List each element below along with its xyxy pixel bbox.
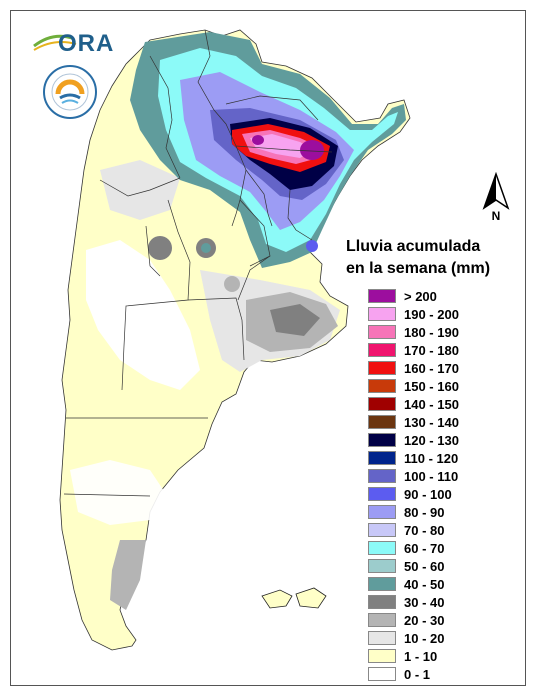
- legend-swatch: [368, 649, 396, 663]
- rain-spot-center-teal: [201, 243, 211, 253]
- legend-title: Lluvia acumulada en la semana (mm): [346, 236, 516, 280]
- legend-item: 140 - 150: [368, 396, 518, 414]
- rain-zone-30-40-east: [270, 304, 320, 336]
- legend-swatch: [368, 397, 396, 411]
- legend-swatch: [368, 595, 396, 609]
- ora-logo: [32, 26, 112, 56]
- legend-swatch: [368, 415, 396, 429]
- legend-swatch: [368, 307, 396, 321]
- legend-label: 100 - 110: [404, 469, 459, 484]
- legend-label: 70 - 80: [404, 523, 445, 538]
- legend-item: 100 - 110: [368, 468, 518, 486]
- legend-label: > 200: [404, 289, 437, 304]
- rain-zone-south-grey: [110, 540, 146, 610]
- legend-swatch: [368, 325, 396, 339]
- legend-item: > 200: [368, 288, 518, 306]
- north-arrow-icon: N: [482, 172, 510, 222]
- legend-item: 130 - 140: [368, 414, 518, 432]
- legend-swatch: [368, 433, 396, 447]
- legend-item: 150 - 160: [368, 378, 518, 396]
- legend-item: 120 - 130: [368, 432, 518, 450]
- legend-label: 180 - 190: [404, 325, 459, 340]
- legend-swatch: [368, 487, 396, 501]
- legend-item: 80 - 90: [368, 504, 518, 522]
- legend-swatch: [368, 541, 396, 555]
- legend-swatch: [368, 523, 396, 537]
- rain-spot-east-blue: [306, 240, 318, 252]
- legend-swatch: [368, 667, 396, 681]
- legend-item: 180 - 190: [368, 324, 518, 342]
- legend-label: 160 - 170: [404, 361, 459, 376]
- legend-item: 40 - 50: [368, 576, 518, 594]
- legend-label: 50 - 60: [404, 559, 445, 574]
- north-label: N: [492, 209, 501, 222]
- legend-label: 60 - 70: [404, 541, 445, 556]
- legend-label: 0 - 1: [404, 667, 431, 682]
- smn-seal: [42, 64, 98, 120]
- legend-item: 30 - 40: [368, 594, 518, 612]
- legend-label: 130 - 140: [404, 415, 459, 430]
- legend-item: 170 - 180: [368, 342, 518, 360]
- legend-swatch: [368, 451, 396, 465]
- legend-swatch: [368, 577, 396, 591]
- legend-label: 150 - 160: [404, 379, 459, 394]
- rain-zone-190-200-core: [250, 134, 314, 158]
- rain-zone-0-1-west: [86, 240, 200, 390]
- legend-label: 1 - 10: [404, 649, 438, 664]
- legend-swatch: [368, 289, 396, 303]
- legend-swatch: [368, 631, 396, 645]
- legend-item: 10 - 20: [368, 630, 518, 648]
- ora-logo-text: ORA: [58, 30, 115, 57]
- ora-swoosh-icon: [33, 34, 77, 51]
- legend-title-line1: Lluvia acumulada: [346, 238, 481, 255]
- legend-item: 1 - 10: [368, 648, 518, 666]
- legend-label: 170 - 180: [404, 343, 459, 358]
- legend-swatch: [368, 469, 396, 483]
- legend-label: 30 - 40: [404, 595, 445, 610]
- legend-item: 190 - 200: [368, 306, 518, 324]
- legend: > 200 190 - 200 180 - 190 170 - 180 160 - 17…: [368, 288, 518, 684]
- legend-item: 160 - 170: [368, 360, 518, 378]
- legend-swatch: [368, 361, 396, 375]
- province-borders: [63, 29, 333, 497]
- rain-zone-gt200-core: [300, 140, 324, 160]
- legend-label: 120 - 130: [404, 433, 459, 448]
- legend-label: 10 - 20: [404, 631, 445, 646]
- legend-item: 110 - 120: [368, 450, 518, 468]
- rain-zone-0-1-south: [70, 460, 170, 525]
- legend-label: 110 - 120: [404, 451, 459, 466]
- legend-item: 70 - 80: [368, 522, 518, 540]
- rain-spot-mid-grey: [224, 276, 240, 292]
- legend-swatch: [368, 559, 396, 573]
- legend-label: 190 - 200: [404, 307, 459, 322]
- legend-swatch: [368, 505, 396, 519]
- legend-label: 80 - 90: [404, 505, 445, 520]
- legend-item: 0 - 1: [368, 666, 518, 684]
- legend-swatch: [368, 343, 396, 357]
- legend-item: 50 - 60: [368, 558, 518, 576]
- legend-label: 40 - 50: [404, 577, 445, 592]
- malvinas-islands: [261, 587, 327, 609]
- legend-item: 90 - 100: [368, 486, 518, 504]
- legend-item: 20 - 30: [368, 612, 518, 630]
- legend-item: 60 - 70: [368, 540, 518, 558]
- smn-seal-icon: [43, 65, 97, 119]
- legend-swatch: [368, 379, 396, 393]
- rain-zone-mid-grey: [100, 160, 180, 220]
- legend-label: 20 - 30: [404, 613, 445, 628]
- legend-label: 140 - 150: [404, 397, 459, 412]
- legend-label: 90 - 100: [404, 487, 452, 502]
- legend-swatch: [368, 613, 396, 627]
- rain-zone-gt200-west: [252, 135, 264, 145]
- rain-spot-west-grey: [148, 236, 172, 260]
- legend-title-line2: en la semana (mm): [346, 260, 491, 277]
